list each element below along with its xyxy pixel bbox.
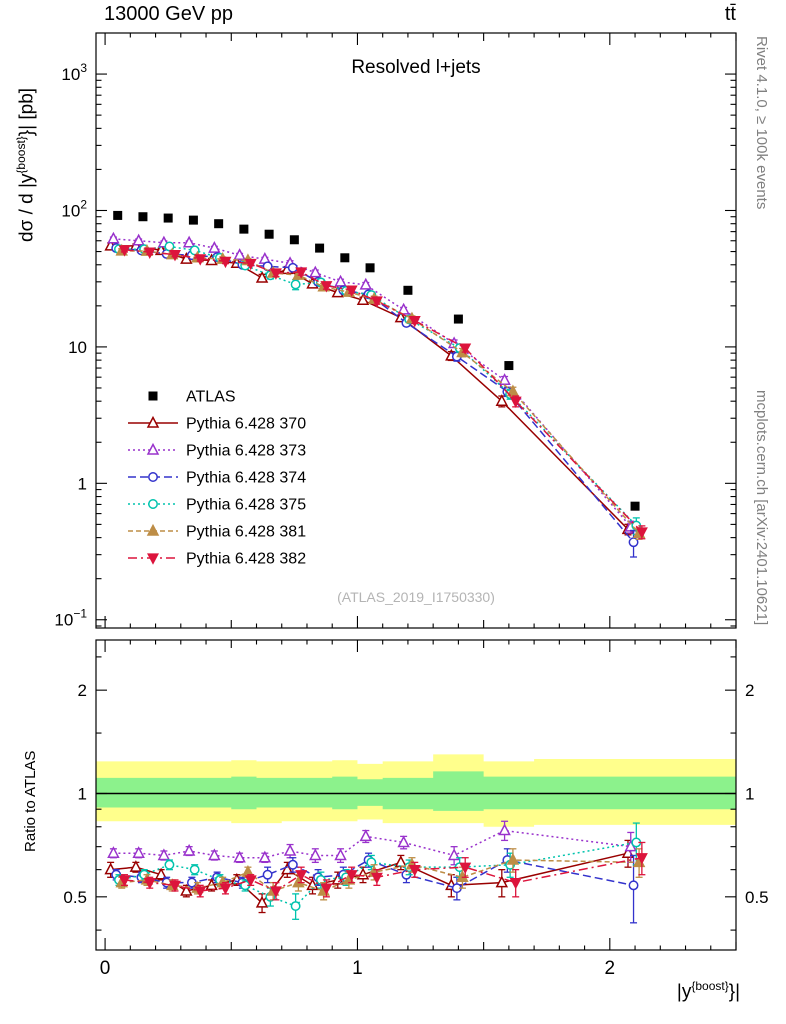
svg-text:0: 0 <box>100 958 111 979</box>
svg-text:0.5: 0.5 <box>745 888 769 907</box>
svg-text:102: 102 <box>61 197 87 220</box>
svg-text:10: 10 <box>68 338 87 357</box>
svg-text:1: 1 <box>78 784 87 803</box>
x-axis-label-superscript: {boost} <box>691 979 729 993</box>
svg-text:Pythia 6.428 374: Pythia 6.428 374 <box>186 470 306 487</box>
svg-text:1: 1 <box>78 474 87 493</box>
svg-text:2: 2 <box>745 681 754 700</box>
mcplots-reference-label: mcplots.cern.ch [arXiv:2401.10621] <box>753 390 770 626</box>
svg-text:Pythia 6.428 381: Pythia 6.428 381 <box>186 524 306 541</box>
x-axis-label: |y{boost}}| <box>677 979 740 1003</box>
svg-text:ATLAS: ATLAS <box>186 389 236 406</box>
svg-text:10−1: 10−1 <box>54 607 87 630</box>
ratio-axis-label: Ratio to ATLAS <box>22 750 39 852</box>
process-title: tt̄ <box>724 3 736 25</box>
x-axis-label-prefix: |y <box>676 981 692 1003</box>
rivet-version-label: Rivet 4.1.0, ≥ 100k events <box>753 36 770 210</box>
y-axis-label-superscript: {boost} <box>14 136 28 174</box>
svg-text:Pythia 6.428 375: Pythia 6.428 375 <box>186 497 306 514</box>
plot-title: Resolved l+jets <box>351 57 481 78</box>
svg-text:Pythia 6.428 373: Pythia 6.428 373 <box>186 443 306 460</box>
y-axis-label-prefix: dσ / d |y <box>16 173 38 242</box>
svg-text:Pythia 6.428 370: Pythia 6.428 370 <box>186 416 306 433</box>
svg-text:1: 1 <box>352 958 363 979</box>
svg-text:1: 1 <box>745 784 754 803</box>
svg-text:2: 2 <box>605 958 616 979</box>
analysis-id-watermark: (ATLAS_2019_I1750330) <box>337 589 495 605</box>
svg-text:103: 103 <box>61 61 87 84</box>
y-axis-label: dσ / d |y{boost}}| [pb] <box>14 88 38 242</box>
y-axis-label-suffix: }| [pb] <box>16 87 38 137</box>
beam-energy-title: 13000 GeV pp <box>104 3 233 25</box>
x-axis-label-suffix: }| <box>728 981 740 1003</box>
svg-text:Pythia 6.428 382: Pythia 6.428 382 <box>186 551 306 568</box>
svg-text:2: 2 <box>78 681 87 700</box>
svg-text:0.5: 0.5 <box>63 888 87 907</box>
